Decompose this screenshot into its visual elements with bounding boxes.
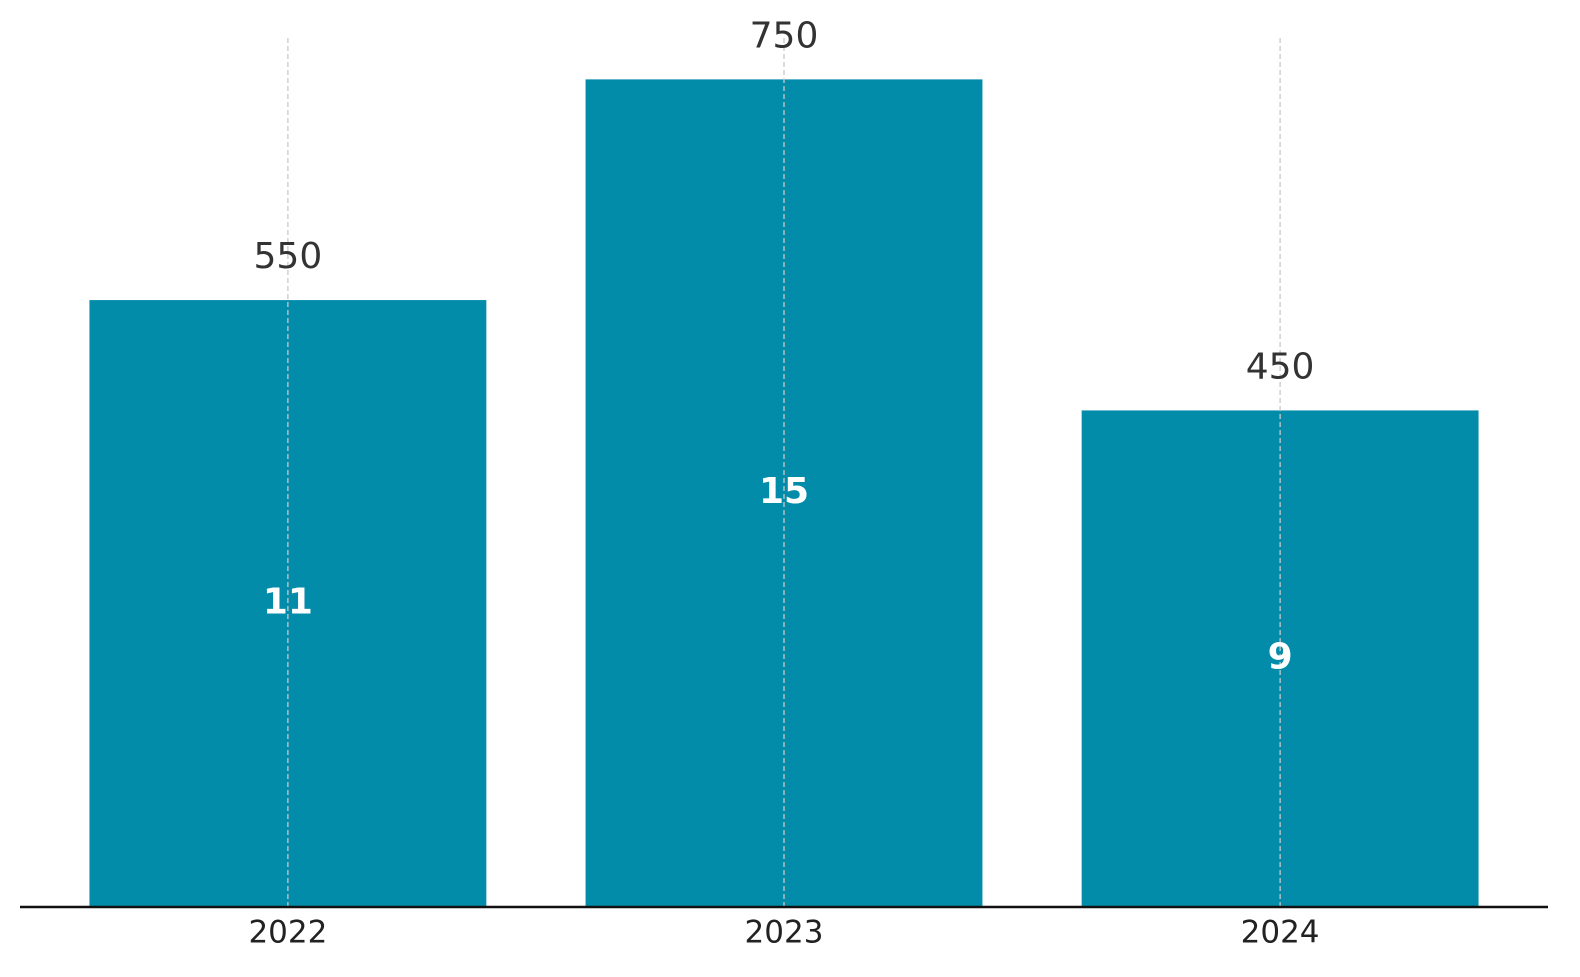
x-tick-label: 2022 <box>248 915 327 951</box>
inner-label: 11 <box>263 582 313 623</box>
value-label: 450 <box>1246 346 1315 387</box>
value-label: 550 <box>254 236 323 277</box>
inner-label: 15 <box>759 471 809 512</box>
value-label: 750 <box>750 15 819 56</box>
x-tick-label: 2024 <box>1241 915 1320 951</box>
inner-label: 9 <box>1268 637 1293 678</box>
x-tick-label: 2023 <box>745 915 824 951</box>
